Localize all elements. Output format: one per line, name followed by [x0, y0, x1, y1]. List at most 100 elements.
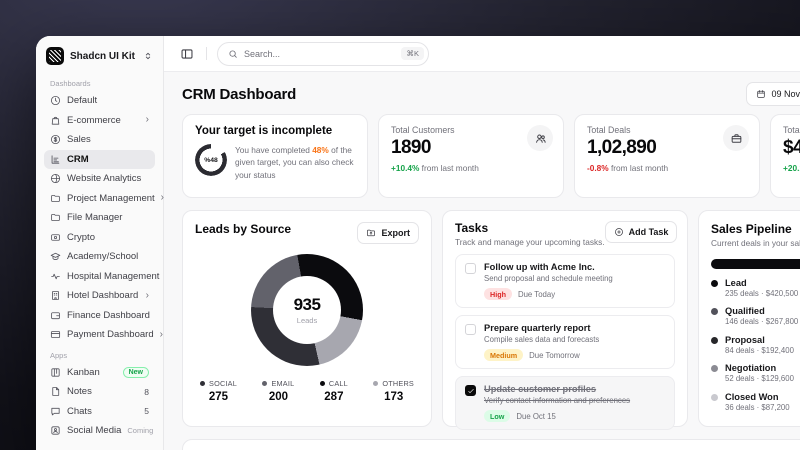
donut-total-value: 935 [293, 295, 321, 314]
pipeline-subtitle: Current deals in your sales pipeline [711, 238, 800, 248]
page-title: CRM Dashboard [182, 85, 297, 103]
target-card-body: %48 You have completed 48% of the given … [195, 144, 355, 181]
sidebar-item-label: File Manager [67, 212, 123, 224]
sidebar-item-badge: New [122, 366, 149, 378]
sidebar-item-sales[interactable]: Sales [44, 130, 155, 150]
target-progress-ring: %48 [195, 144, 227, 176]
sidebar-item-default[interactable]: Default [44, 91, 155, 111]
sidebar-item-social-media[interactable]: Social Media Coming [44, 421, 155, 441]
task-meta: Low Due Oct 15 [484, 410, 630, 422]
progress-ring-arc [195, 144, 227, 176]
stat-card-total-revenue: Total Revenue $45,231.89 +20.1% from last … [770, 114, 800, 198]
folder-icon [51, 194, 60, 202]
stat-delta: +20.1% from last month [783, 163, 800, 173]
sidebar-item-crypto[interactable]: Crypto [44, 228, 155, 248]
sidebar-item-e-commerce[interactable]: E-commerce › [44, 111, 155, 131]
donut-center: 935 Leads [273, 276, 341, 344]
task-title: Update customer profiles [484, 384, 597, 394]
crypto-icon [51, 234, 60, 241]
leads-by-source-card: Leads by Source Export 935 Leads [182, 210, 432, 427]
sidebar-nav: Dashboards Default E-commerce › Sales CRM Webs… [44, 73, 164, 441]
legend-item-call: CALL 287 [319, 379, 348, 403]
chevron-right-icon: › [160, 192, 165, 204]
task-checkbox[interactable] [465, 385, 476, 396]
search-input[interactable] [244, 48, 396, 59]
legend-item-top: SOCIAL [200, 379, 237, 388]
legend-item-top: EMAIL [262, 379, 294, 388]
legend-value: 287 [324, 391, 344, 403]
sidebar-item-payment-dashboard[interactable]: Payment Dashboard › [44, 325, 163, 345]
pipeline-stacked-bar [711, 259, 800, 269]
legend-label: EMAIL [271, 379, 295, 388]
task-title: Prepare quarterly report [484, 323, 591, 333]
sidebar-item-kanban[interactable]: Kanban New [44, 363, 155, 383]
stats-row: Your target is incomplete %48 You have c… [182, 114, 800, 198]
sidebar-item-label: Website Analytics [67, 173, 142, 185]
pipeline-stage-dot [711, 365, 718, 372]
sidebar-item-label: Kanban [67, 366, 100, 378]
stat-delta-percent: +20.1% [783, 163, 800, 173]
legend-item-top: OTHERS [373, 379, 414, 388]
sidebar-item-academy-school[interactable]: Academy/School [44, 247, 155, 267]
pipeline-stage-name: Negotiation [725, 363, 777, 373]
task-checkbox[interactable] [465, 324, 476, 335]
sidebar-item-crm[interactable]: CRM [44, 149, 155, 169]
add-task-button[interactable]: Add Task [604, 221, 678, 243]
legend-dot [373, 381, 379, 386]
pipeline-stage-text: Qualified 146 deals · $267,800 [725, 306, 798, 326]
sidebar-toggle-button[interactable] [178, 45, 196, 63]
stat-delta: -0.8% from last month [587, 163, 747, 173]
sidebar-item-hospital-management[interactable]: Hospital Management [44, 267, 159, 287]
sidebar-item-notes[interactable]: Notes 8 [44, 382, 155, 402]
date-picker-button[interactable]: 09 Nov [746, 82, 800, 106]
pipeline-stage-list: Lead 235 deals · $420,500 Qualified 146 dea… [711, 278, 800, 412]
task-body: Follow up with Acme Inc. Send proposal an… [484, 262, 613, 300]
legend-value: 200 [268, 391, 288, 403]
topbar: ⌘K [164, 36, 800, 72]
panel-left-icon [181, 48, 193, 59]
note-icon [52, 387, 60, 397]
app-window: Shadcn UI Kit Dashboards Default E-commerc… [36, 36, 800, 450]
pipeline-stage-stats: 235 deals · $420,500 [725, 288, 799, 298]
search-bar[interactable]: ⌘K [217, 41, 429, 66]
export-button-label: Export [381, 228, 410, 238]
chevron-right-icon: › [159, 328, 163, 340]
pipeline-title: Sales Pipeline [711, 222, 792, 236]
legend-value: 173 [384, 391, 404, 403]
legend-item-top: CALL [319, 379, 348, 388]
pipeline-stage-stats: 52 deals · $129,600 [725, 374, 794, 383]
sidebar-item-chats[interactable]: Chats 5 [44, 402, 155, 422]
stat-card-total-deals: Total Deals 1,02,890 -0.8% from last month [574, 114, 760, 198]
stat-value: 1890 [391, 137, 431, 158]
pipeline-stage-name: Lead [725, 277, 747, 288]
pipeline-stage-stats: 84 deals · $192,400 [725, 345, 794, 355]
export-button[interactable]: Export [357, 222, 419, 244]
sidebar-item-label: Finance Dashboard [67, 309, 150, 321]
plus-circle-icon [614, 228, 623, 236]
pipeline-stage-text: Negotiation 52 deals · $129,600 [725, 363, 794, 383]
sidebar-item-file-manager[interactable]: File Manager [44, 208, 155, 228]
sidebar-item-hotel-dashboard[interactable]: Hotel Dashboard › [44, 286, 155, 306]
legend-label: SOCIAL [209, 379, 237, 388]
task-item: Update customer profiles Verify contact i… [455, 376, 675, 430]
pipeline-stage-closed-won: Closed Won 36 deals · $87,200 [711, 392, 800, 412]
sidebar-item-website-analytics[interactable]: Website Analytics [44, 169, 155, 189]
target-card: Your target is incomplete %48 You have c… [182, 114, 368, 198]
leads-donut-chart[interactable]: 935 Leads [251, 254, 363, 366]
leads-table-card: Leads [182, 439, 800, 450]
legend-item-social: SOCIAL 275 [200, 379, 237, 403]
clock-icon [50, 96, 61, 106]
stat-icon-circle [527, 125, 553, 151]
sidebar-item-label: Default [67, 95, 98, 107]
task-checkbox[interactable] [465, 263, 476, 274]
sidebar-item-finance-dashboard[interactable]: Finance Dashboard [44, 306, 155, 326]
sidebar-item-label: Chats [67, 405, 92, 417]
target-card-text: You have completed 48% of the given targ… [235, 144, 355, 181]
sidebar-item-label: Project Management [67, 192, 155, 204]
sidebar-item-project-management[interactable]: Project Management › [44, 189, 164, 209]
pipeline-stage-name: Proposal [725, 334, 765, 345]
search-icon [229, 49, 237, 58]
legend-dot [319, 381, 325, 386]
pipeline-stage-text: Closed Won 36 deals · $87,200 [725, 392, 790, 412]
workspace-switcher[interactable]: Shadcn UI Kit [44, 44, 155, 73]
